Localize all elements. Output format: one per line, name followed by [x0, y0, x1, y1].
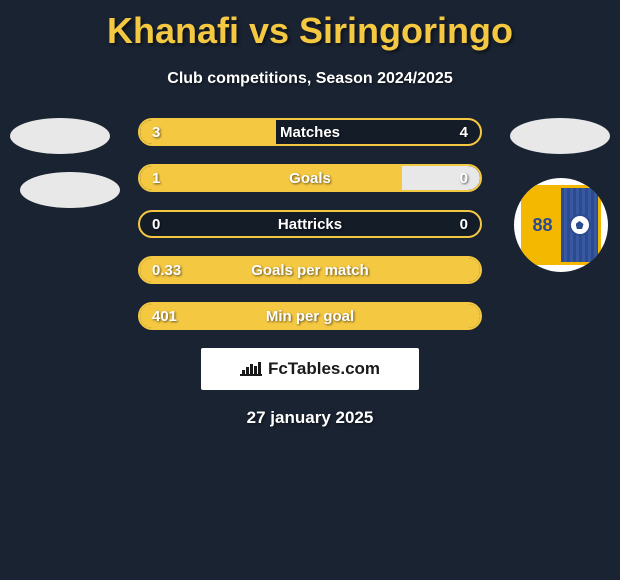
bars-chart-icon: [240, 360, 262, 378]
stats-container: 3 Matches 4 1 Goals 0 0 Hattricks 0 0.33…: [138, 118, 482, 330]
stat-bar-fill: [402, 166, 480, 190]
stat-label: Hattricks: [278, 216, 342, 233]
stat-value-right: 0: [460, 216, 468, 233]
stat-row-matches: 3 Matches 4: [138, 118, 482, 146]
stat-row-hattricks: 0 Hattricks 0: [138, 210, 482, 238]
stat-row-min-per-goal: 401 Min per goal: [138, 302, 482, 330]
placeholder-ellipse-icon: [10, 118, 110, 154]
subtitle: Club competitions, Season 2024/2025: [0, 70, 620, 88]
brand-text-label: FcTables.com: [268, 359, 380, 379]
stat-value-right: 4: [460, 124, 468, 141]
placeholder-ellipse-icon: [20, 172, 120, 208]
stat-label: Goals per match: [251, 262, 369, 279]
stat-row-goals-per-match: 0.33 Goals per match: [138, 256, 482, 284]
placeholder-ellipse-icon: [510, 118, 610, 154]
brand-label: FcTables.com: [240, 359, 380, 379]
badge-circle-icon: 88: [514, 178, 608, 272]
stat-bar-fill: [140, 120, 276, 144]
stat-row-goals: 1 Goals 0: [138, 164, 482, 192]
stat-bar-fill: [140, 166, 402, 190]
stat-value-left: 1: [152, 170, 160, 187]
stat-label: Min per goal: [266, 308, 354, 325]
brand-box[interactable]: FcTables.com: [201, 348, 419, 390]
soccer-ball-icon: [569, 214, 591, 236]
page-title: Khanafi vs Siringoringo: [0, 0, 620, 52]
stat-value-left: 3: [152, 124, 160, 141]
club-badge: 88: [514, 178, 608, 272]
stat-label: Goals: [289, 170, 331, 187]
stat-value-right: 0: [460, 170, 468, 187]
stat-value-left: 401: [152, 308, 177, 325]
stat-label: Matches: [280, 124, 340, 141]
badge-number: 88: [532, 215, 552, 236]
stat-value-left: 0: [152, 216, 160, 233]
stat-value-left: 0.33: [152, 262, 181, 279]
date-label: 27 january 2025: [0, 408, 620, 428]
